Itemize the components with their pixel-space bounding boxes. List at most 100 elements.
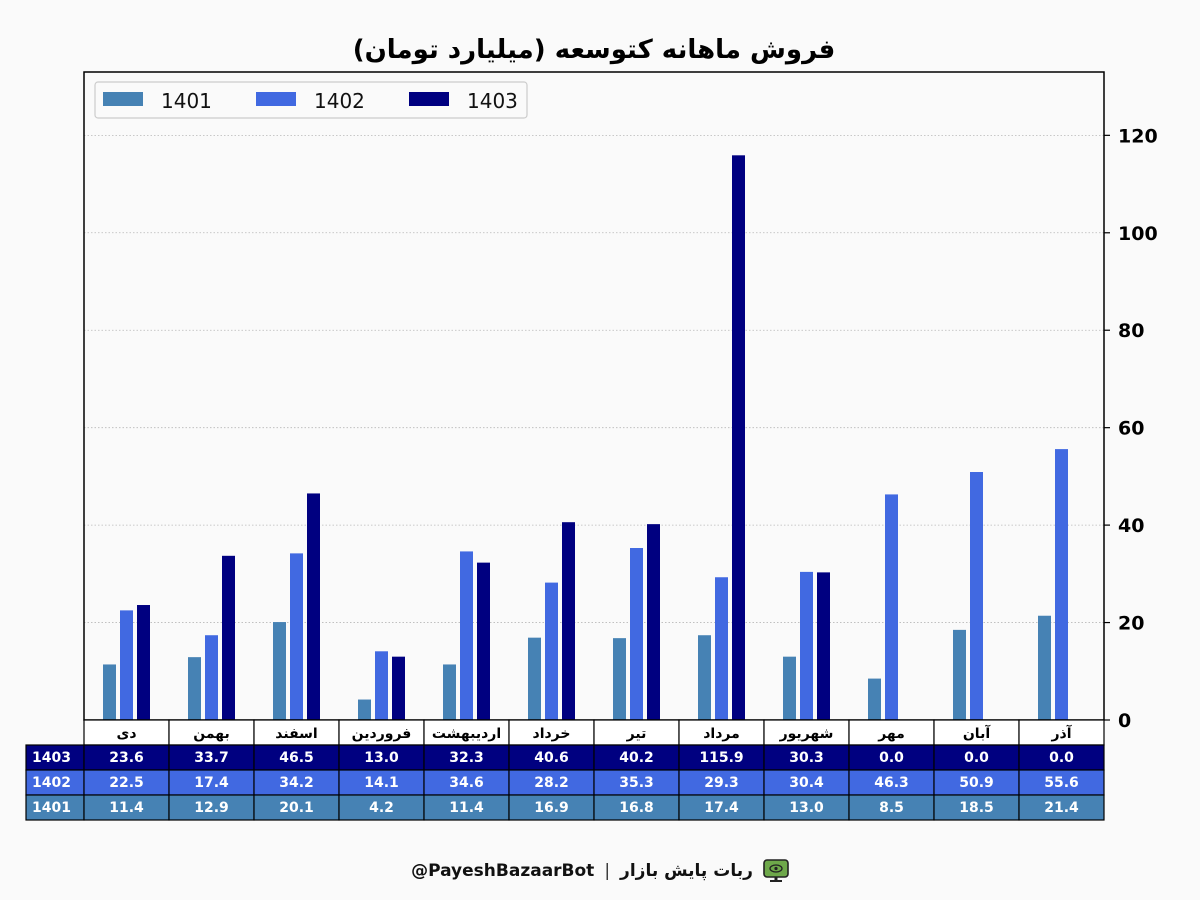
- data-label-1401-4: 11.4: [449, 800, 484, 816]
- legend-box: [94, 81, 528, 119]
- data-table: دی بهمن اسفند فروردین اردیبهشت خرداد تیر مرداد ش…: [25, 719, 1105, 821]
- data-label-1401-7: 17.4: [704, 800, 739, 816]
- table-cell: [338, 744, 425, 771]
- data-label-1402-8: 30.4: [789, 775, 824, 791]
- data-label-1403-1: 33.7: [194, 750, 229, 766]
- y-tick-label: 80: [1118, 320, 1144, 342]
- y-tick-label: 20: [1118, 613, 1144, 635]
- data-label-1402-1: 17.4: [194, 775, 229, 791]
- data-label-1401-9: 8.5: [879, 800, 904, 816]
- data-label-1401-2: 20.1: [279, 800, 314, 816]
- table-row-label-1401: 1401: [32, 800, 71, 816]
- footer-separator: |: [604, 861, 611, 881]
- category-label-9: مهر: [877, 726, 905, 742]
- category-label-8: شهریور: [779, 726, 834, 742]
- table-header-cell: [253, 719, 340, 746]
- data-label-1401-11: 21.4: [1044, 800, 1079, 816]
- data-label-1402-4: 34.6: [449, 775, 484, 791]
- table-header-cell: [168, 719, 255, 746]
- table-cell: [1018, 794, 1105, 821]
- chart-title: فروش ماهانه کتوسعه (میلیارد تومان): [353, 35, 836, 65]
- data-label-1402-2: 34.2: [279, 775, 314, 791]
- bar-1403-5: [562, 522, 575, 720]
- table-cell: [593, 769, 680, 796]
- category-label-7: مرداد: [703, 726, 740, 742]
- bar-1401-10: [953, 629, 966, 720]
- y-tick-label: 40: [1118, 515, 1144, 537]
- bar-1401-1: [188, 657, 201, 720]
- table-cell: [933, 769, 1020, 796]
- data-label-1402-10: 50.9: [959, 775, 994, 791]
- bar-1402-0: [120, 610, 133, 720]
- bar-1402-2: [290, 553, 303, 720]
- category-label-6: تیر: [626, 726, 647, 742]
- y-tick-label: 100: [1118, 223, 1158, 245]
- table-cell: [508, 794, 595, 821]
- table-cell: [338, 794, 425, 821]
- category-label-10: آبان: [963, 724, 991, 742]
- data-label-1401-5: 16.9: [534, 800, 569, 816]
- y-tick-label: 60: [1118, 418, 1144, 440]
- legend: 1401 1402 1403: [94, 81, 528, 119]
- bar-1401-4: [443, 664, 456, 720]
- bar-1401-7: [698, 635, 711, 720]
- bar-1402-3: [375, 651, 388, 720]
- bot-handle[interactable]: @PayeshBazaarBot: [411, 861, 595, 881]
- data-label-1403-9: 0.0: [879, 750, 904, 766]
- bot-name: ربات پایش بازار: [620, 861, 753, 881]
- table-header-cell: [933, 719, 1020, 746]
- data-label-1401-6: 16.8: [619, 800, 654, 816]
- bar-1403-2: [307, 493, 320, 720]
- table-cell: [168, 769, 255, 796]
- table-cell: [168, 794, 255, 821]
- table-cell: [848, 794, 935, 821]
- data-label-1403-0: 23.6: [109, 750, 144, 766]
- bar-1401-11: [1038, 615, 1051, 720]
- legend-swatch-1401: [103, 92, 143, 106]
- table-cell: [933, 794, 1020, 821]
- data-label-1401-10: 18.5: [959, 800, 994, 816]
- table-cell: [1018, 769, 1105, 796]
- category-label-1: بهمن: [193, 726, 229, 742]
- table-header-cell: [423, 719, 510, 746]
- plot-frame: [83, 71, 1105, 721]
- table-row-header: [25, 794, 85, 821]
- table-cell: [508, 769, 595, 796]
- table-cell: [253, 794, 340, 821]
- bar-1401-2: [273, 622, 286, 720]
- data-label-1402-7: 29.3: [704, 775, 739, 791]
- data-label-1402-6: 35.3: [619, 775, 654, 791]
- bar-1403-3: [392, 656, 405, 720]
- bar-1402-7: [715, 577, 728, 720]
- table-cell: [848, 744, 935, 771]
- data-label-1403-3: 13.0: [364, 750, 399, 766]
- legend-swatch-1403: [409, 92, 449, 106]
- table-row-label-1403: 1403: [32, 750, 71, 766]
- footer: @PayeshBazaarBot | ربات پایش بازار: [0, 856, 1200, 886]
- table-cell: [678, 794, 765, 821]
- bar-1403-7: [732, 155, 745, 721]
- category-label-2: اسفند: [275, 726, 317, 742]
- data-label-1403-6: 40.2: [619, 750, 654, 766]
- category-label-5: خرداد: [533, 726, 571, 742]
- table-cell: [253, 744, 340, 771]
- bar-1403-4: [477, 562, 490, 720]
- bar-1401-3: [358, 699, 371, 720]
- data-label-1402-11: 55.6: [1044, 775, 1079, 791]
- data-label-1401-0: 11.4: [109, 800, 144, 816]
- table-cell: [83, 744, 170, 771]
- data-label-1403-10: 0.0: [964, 750, 989, 766]
- bar-1403-6: [647, 524, 660, 720]
- table-cell: [508, 744, 595, 771]
- y-tick-label: 0: [1118, 710, 1131, 732]
- bar-1402-8: [800, 571, 813, 720]
- data-label-1403-8: 30.3: [789, 750, 824, 766]
- bar-1401-8: [783, 656, 796, 720]
- bar-1402-5: [545, 582, 558, 720]
- data-label-1401-8: 13.0: [789, 800, 824, 816]
- data-label-1401-3: 4.2: [369, 800, 394, 816]
- data-label-1403-11: 0.0: [1049, 750, 1074, 766]
- table-row-label-1402: 1402: [32, 775, 71, 791]
- data-label-1402-3: 14.1: [364, 775, 399, 791]
- data-label-1403-7: 115.9: [699, 750, 743, 766]
